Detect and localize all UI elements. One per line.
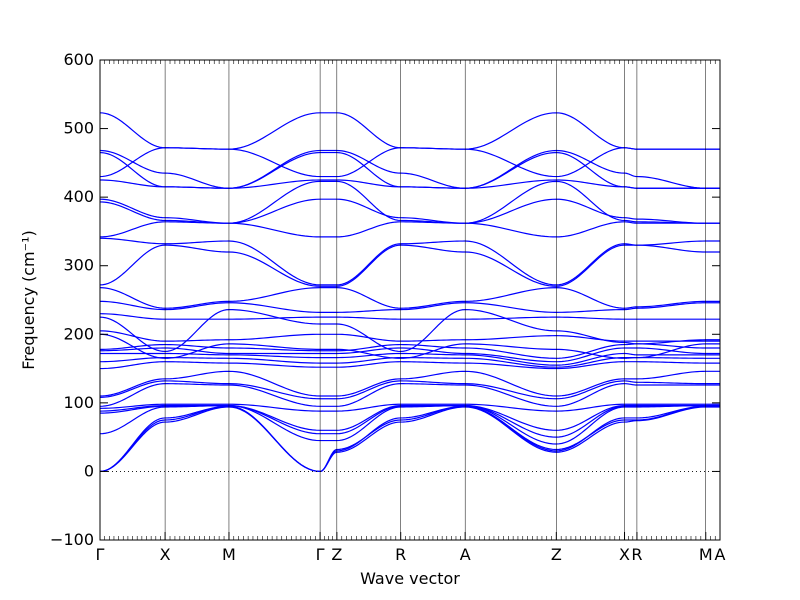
y-tick-label: 400: [63, 187, 94, 206]
series-line-12: [99, 300, 720, 313]
y-tick-label: 100: [63, 393, 94, 412]
y-tick-label: −100: [50, 530, 94, 549]
series-line-30: [99, 405, 720, 473]
x-tick-label: R: [631, 545, 642, 564]
x-tick-label: M: [222, 545, 236, 564]
x-tick-label: A: [715, 545, 726, 564]
dispersion-curves: [99, 112, 720, 473]
x-tick-label: Γ: [316, 545, 325, 564]
series-line-9: [99, 237, 720, 286]
series-line-20: [99, 357, 720, 368]
x-tick-label: X: [619, 545, 630, 564]
series-line-24: [99, 383, 720, 407]
series-line-18: [99, 347, 720, 363]
series-line-2: [99, 149, 720, 189]
series-line-15: [99, 330, 720, 342]
series-line-5: [99, 179, 720, 189]
series-line-13: [99, 313, 720, 320]
series-line-10: [99, 244, 720, 287]
series-line-28: [99, 404, 720, 445]
series-line-22: [99, 370, 720, 397]
y-axis-label: Frequency (cm⁻¹): [19, 230, 38, 369]
y-tick-label: 0: [84, 461, 94, 480]
series-line-25: [99, 403, 720, 412]
series-line-23: [99, 380, 720, 400]
y-axis-ticks: −100 0 100 200 300 400 500 600: [50, 50, 720, 549]
y-tick-label: 500: [63, 119, 94, 138]
y-tick-label: 600: [63, 50, 94, 69]
x-tick-label: R: [395, 545, 406, 564]
x-tick-label: A: [460, 545, 471, 564]
series-line-4: [99, 147, 720, 178]
x-axis-label: Wave vector: [360, 569, 460, 588]
series-line-17: [99, 343, 720, 359]
series-line-21: [99, 361, 720, 370]
series-line-31: [99, 406, 720, 473]
series-line-19: [100, 352, 720, 366]
x-tick-label: M: [699, 545, 713, 564]
series-line-8: [99, 221, 720, 238]
y-tick-label: 300: [63, 256, 94, 275]
x-tick-label: Z: [331, 545, 342, 564]
series-line-11: [99, 287, 720, 309]
y-tick-label: 200: [63, 324, 94, 343]
x-tick-label: X: [160, 545, 171, 564]
x-tick-label: Z: [551, 545, 562, 564]
reference-lines: [100, 60, 720, 540]
x-tick-label: Γ: [96, 545, 105, 564]
